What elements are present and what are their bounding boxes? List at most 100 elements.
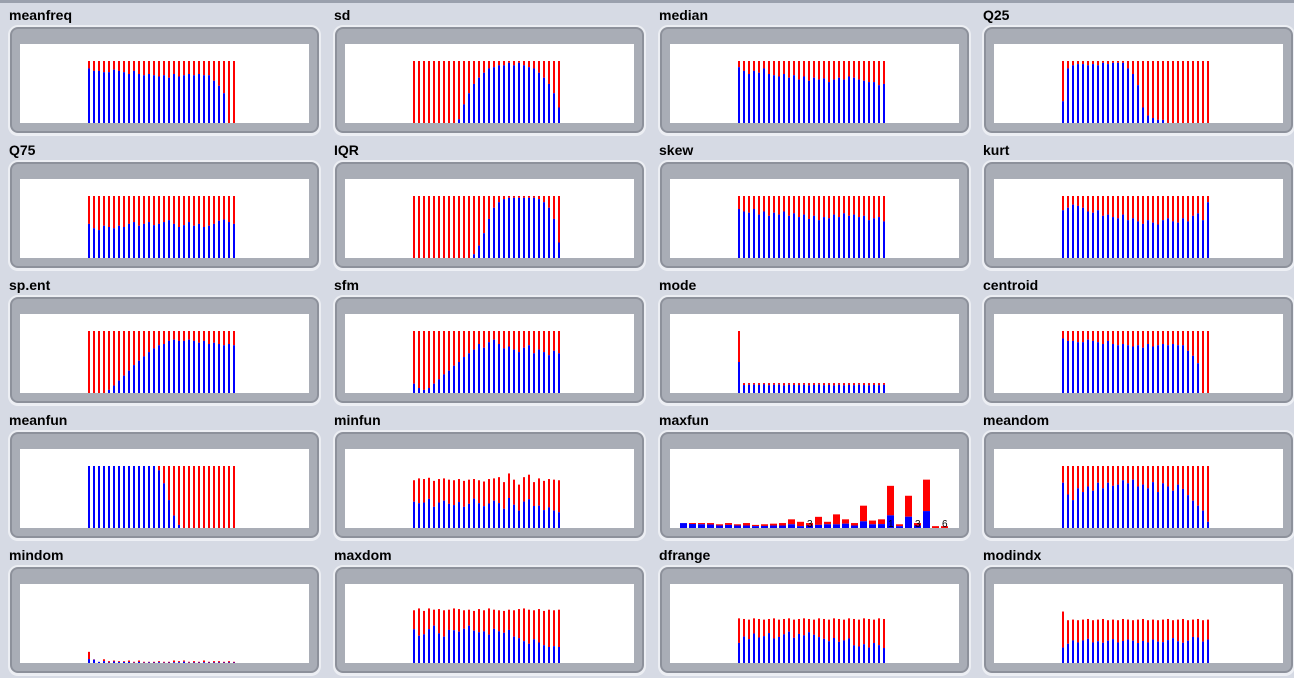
bar-9-segment-blue bbox=[1107, 340, 1109, 393]
bar-13 bbox=[1127, 61, 1129, 123]
bar-28 bbox=[878, 618, 880, 663]
bar-8-segment-red bbox=[1102, 618, 1104, 643]
bar-9-segment-blue bbox=[783, 74, 785, 123]
bar-20 bbox=[1162, 61, 1164, 123]
bar-18-segment-blue bbox=[178, 524, 180, 528]
bar-16-segment-blue bbox=[1142, 640, 1144, 663]
bar-17 bbox=[498, 331, 500, 393]
bar-15-segment-blue bbox=[813, 384, 815, 393]
bar-29-segment-blue bbox=[558, 242, 560, 258]
bar-23 bbox=[1177, 619, 1179, 663]
bar-9-segment-red bbox=[783, 196, 785, 212]
bar-18 bbox=[178, 331, 180, 393]
bar-10-segment-blue bbox=[463, 628, 465, 663]
chart-panel-meandom: meandom bbox=[974, 408, 1294, 543]
bar-25 bbox=[213, 331, 215, 393]
bar-9 bbox=[1107, 331, 1109, 393]
bar-0 bbox=[1062, 61, 1064, 123]
bar-19-segment-blue bbox=[1157, 345, 1159, 393]
chart-panel-maxdom: maxdom bbox=[325, 543, 649, 678]
bar-7-segment-blue bbox=[773, 212, 775, 258]
bar-5-segment-blue bbox=[113, 228, 115, 258]
bar-16 bbox=[493, 478, 495, 528]
bar-27-segment-blue bbox=[548, 507, 550, 528]
bar-3-segment-blue bbox=[428, 388, 430, 393]
bar-6 bbox=[118, 331, 120, 393]
bar-6-segment-red bbox=[443, 196, 445, 258]
bar-18-segment-red bbox=[842, 519, 849, 524]
bar-3-segment-blue bbox=[103, 466, 105, 528]
bar-24-segment-red bbox=[533, 196, 535, 198]
bar-11-segment-red bbox=[143, 196, 145, 224]
bar-29-segment-red bbox=[233, 661, 235, 663]
bar-24-segment-blue bbox=[208, 344, 210, 393]
bar-7-segment-blue bbox=[773, 638, 775, 663]
bar-15-segment-blue bbox=[163, 483, 165, 528]
bar-16 bbox=[168, 466, 170, 528]
bar-26-segment-blue bbox=[868, 82, 870, 123]
bar-6 bbox=[1092, 61, 1094, 123]
bar-21-segment-blue bbox=[843, 385, 845, 393]
bar-1 bbox=[93, 466, 95, 528]
bar-18 bbox=[842, 519, 849, 528]
bar-5-segment-blue bbox=[113, 385, 115, 393]
bar-6-segment-blue bbox=[1092, 64, 1094, 123]
bar-7 bbox=[448, 331, 450, 393]
chart-frame bbox=[333, 430, 646, 540]
bar-10-segment-blue bbox=[1112, 485, 1114, 528]
bar-12-segment-blue bbox=[473, 498, 475, 528]
bar-5 bbox=[1087, 196, 1089, 258]
bar-14-segment-red bbox=[158, 196, 160, 224]
bar-22 bbox=[523, 331, 525, 393]
bar-2 bbox=[423, 61, 425, 123]
bar-1-segment-red bbox=[1067, 466, 1069, 495]
bar-0-segment-red bbox=[738, 331, 740, 362]
bar-9-segment-blue bbox=[133, 466, 135, 528]
bar-3 bbox=[428, 196, 430, 258]
bar-25 bbox=[213, 661, 215, 663]
bar-15 bbox=[813, 619, 815, 663]
bar-24 bbox=[533, 610, 535, 663]
bar-7 bbox=[1097, 61, 1099, 123]
bar-8-segment-red bbox=[128, 660, 130, 663]
bar-11-segment-red bbox=[468, 609, 470, 626]
bar-12-segment-blue bbox=[788, 524, 795, 528]
bar-8 bbox=[128, 660, 130, 663]
bar-17 bbox=[823, 618, 825, 663]
plot-area bbox=[20, 44, 309, 123]
bar-14-segment-red bbox=[1132, 61, 1134, 75]
bar-7-segment-red bbox=[1097, 466, 1099, 483]
bar-21 bbox=[1167, 618, 1169, 663]
bar-26-segment-red bbox=[868, 383, 870, 386]
bar-10-segment-blue bbox=[1112, 217, 1114, 258]
bar-23 bbox=[203, 466, 205, 528]
bar-23-segment-blue bbox=[1177, 641, 1179, 663]
chart-panel-sp-ent: sp.ent bbox=[0, 273, 324, 408]
bar-4 bbox=[108, 196, 110, 258]
bar-6-segment-red bbox=[768, 618, 770, 634]
chart-title: minfun bbox=[334, 412, 381, 428]
bar-22 bbox=[848, 196, 850, 258]
bar-16 bbox=[818, 196, 820, 258]
bar-15-segment-blue bbox=[488, 218, 490, 258]
bar-25 bbox=[863, 618, 865, 663]
bar-1-segment-red bbox=[743, 618, 745, 637]
bar-18 bbox=[178, 196, 180, 258]
bar-11-segment-red bbox=[1117, 196, 1119, 219]
bar-16 bbox=[493, 61, 495, 123]
bar-27-segment-red bbox=[223, 196, 225, 220]
bar-5-segment-red bbox=[1087, 61, 1089, 66]
bar-18-segment-blue bbox=[842, 523, 849, 528]
bar-10-segment-red bbox=[788, 196, 790, 216]
bar-26-segment-blue bbox=[1192, 500, 1194, 528]
bar-12-segment-red bbox=[473, 61, 475, 84]
bar-13 bbox=[478, 196, 480, 258]
bar-6 bbox=[768, 618, 770, 663]
bar-27 bbox=[548, 196, 550, 258]
bar-12-segment-red bbox=[473, 196, 475, 255]
bar-19 bbox=[183, 660, 185, 663]
bar-26 bbox=[868, 196, 870, 258]
bar-23-segment-blue bbox=[1177, 222, 1179, 258]
bar-0-segment-red bbox=[413, 196, 415, 258]
bar-9-segment-red bbox=[761, 524, 768, 526]
